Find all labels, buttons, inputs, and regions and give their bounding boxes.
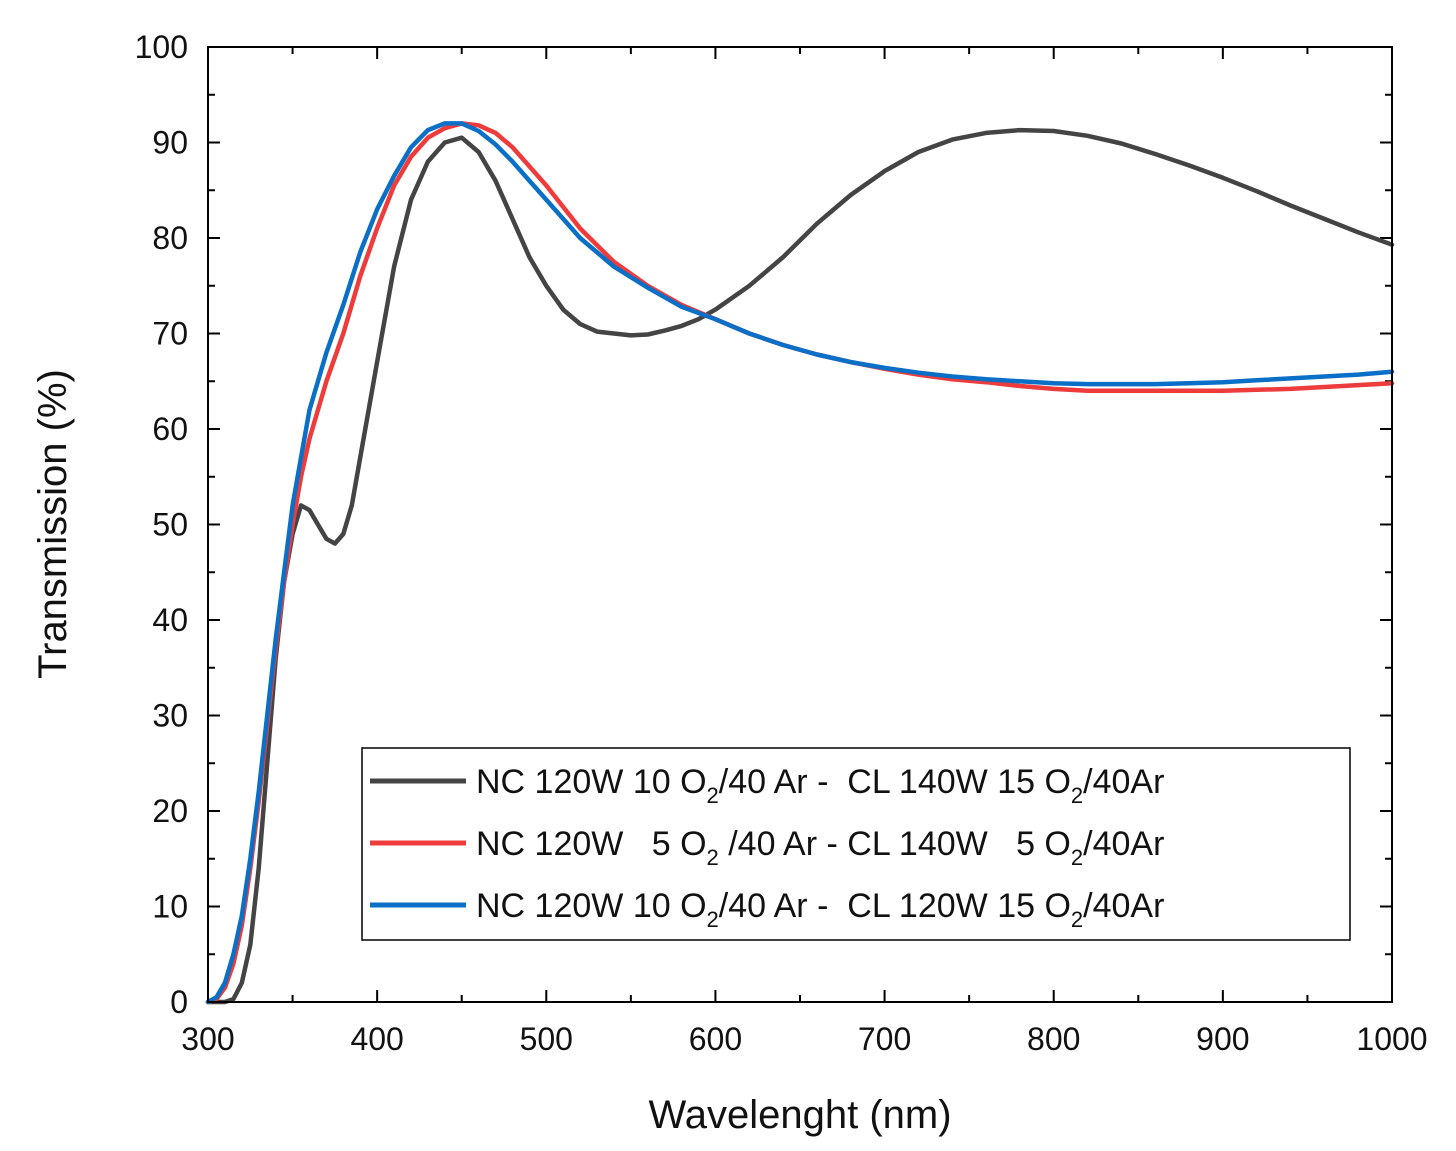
legend-label-2: NC 120W 5 O2 /40 Ar - CL 140W 5 O2/40Ar <box>476 825 1164 870</box>
series-line-3 <box>205 121 1395 1005</box>
x-tick-label: 1000 <box>1356 1021 1427 1057</box>
x-tick-label: 900 <box>1196 1021 1249 1057</box>
tick-labels: 300 400 500 600 700 800 900 1000 0 10 20 30 40 50 60 70… <box>135 29 1428 1057</box>
legend-label-3: NC 120W 10 O2/40 Ar - CL 120W 15 O2/40Ar <box>476 887 1164 932</box>
series-line-1 <box>205 127 1395 1005</box>
y-tick-label: 80 <box>152 220 188 256</box>
legend: NC 120W 10 O2/40 Ar - CL 140W 15 O2/40Ar… <box>361 747 1351 941</box>
y-tick-label: 0 <box>170 984 188 1020</box>
plot-frame <box>207 46 1393 1003</box>
y-tick-label: 70 <box>152 316 188 352</box>
legend-label-1: NC 120W 10 O2/40 Ar - CL 140W 15 O2/40Ar <box>476 763 1164 808</box>
x-tick-label: 300 <box>181 1021 234 1057</box>
series-lines <box>205 121 1395 1005</box>
y-tick-label: 30 <box>152 698 188 734</box>
y-axis-title: Transmission (%) <box>31 369 75 679</box>
legend-box <box>361 747 1351 941</box>
y-tick-label: 10 <box>152 889 188 925</box>
axis-ticks <box>207 46 1393 1003</box>
x-tick-label: 400 <box>350 1021 403 1057</box>
x-tick-label: 500 <box>520 1021 573 1057</box>
x-tick-label: 800 <box>1027 1021 1080 1057</box>
x-axis-title: Wavelenght (nm) <box>648 1093 951 1137</box>
y-tick-label: 100 <box>135 29 188 65</box>
y-tick-label: 60 <box>152 411 188 447</box>
x-tick-label: 700 <box>858 1021 911 1057</box>
x-tick-label: 600 <box>689 1021 742 1057</box>
y-tick-label: 40 <box>152 602 188 638</box>
y-tick-label: 90 <box>152 125 188 161</box>
y-tick-label: 50 <box>152 507 188 543</box>
y-tick-label: 20 <box>152 793 188 829</box>
